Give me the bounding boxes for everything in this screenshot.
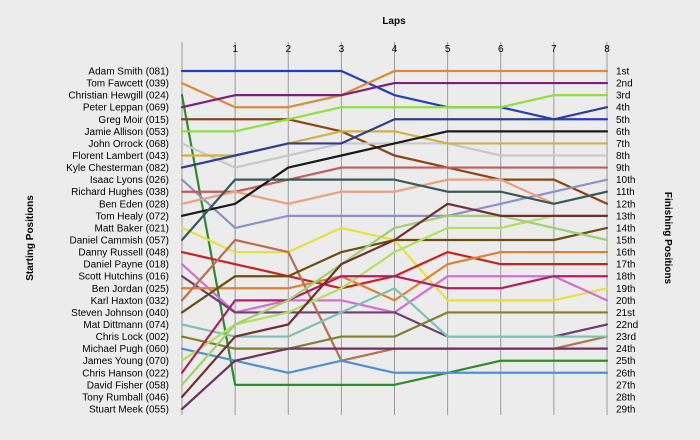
starting-position-label: Isaac Lyons (026) [90, 175, 169, 186]
finishing-position-label: 9th [616, 163, 630, 174]
finishing-position-label: 5th [616, 115, 630, 126]
series-line [180, 214, 609, 362]
series-line [180, 214, 609, 386]
finishing-position-label: 20th [616, 296, 635, 307]
finishing-position-label: 13th [616, 211, 635, 222]
finishing-position-label: 18th [616, 272, 635, 283]
x-tick-label: 1 [232, 44, 238, 55]
series-line [180, 69, 609, 121]
series-line [180, 94, 609, 386]
x-tick-label: 7 [551, 44, 557, 55]
starting-position-label: Matt Baker (021) [95, 223, 169, 234]
starting-position-label: Danny Russell (048) [78, 248, 169, 259]
starting-position-label: Chris Lock (002) [96, 332, 169, 343]
series-line [180, 287, 609, 338]
x-tick-label: 6 [498, 44, 504, 55]
finishing-position-label: 24th [616, 344, 635, 355]
starting-position-label: Stuart Meek (055) [89, 405, 169, 416]
series-line [180, 202, 609, 399]
finishing-position-label: 8th [616, 151, 630, 162]
finishing-position-label: 14th [616, 223, 635, 234]
starting-position-label: James Young (070) [83, 356, 169, 367]
finishing-position-label: 25th [616, 356, 635, 367]
x-tick-label: 4 [392, 44, 398, 55]
series-line [180, 178, 609, 205]
finishing-position-label: 1st [616, 67, 630, 78]
starting-position-label: Chris Hanson (022) [82, 368, 169, 379]
starting-position-label: Florent Lambert (043) [72, 151, 169, 162]
series-line [180, 69, 609, 109]
starting-position-label: Tom Fawcett (039) [86, 79, 169, 90]
finishing-position-labels: 1st2nd3rd4th5th6th7th8th9th10th11th12th1… [616, 67, 638, 416]
series-line [180, 166, 609, 193]
x-axis-title: Laps [382, 16, 406, 27]
series-line [180, 250, 609, 302]
series-line [180, 311, 609, 350]
starting-position-label: Tony Rumball (046) [82, 392, 169, 403]
finishing-position-label: 29th [616, 405, 635, 416]
starting-position-label: John Orrock (068) [88, 139, 169, 150]
finishing-position-label: 15th [616, 236, 635, 247]
starting-position-label: Greg Moir (015) [98, 115, 169, 126]
starting-position-label: Scott Hutchins (016) [78, 272, 169, 283]
starting-position-label: Karl Haxton (032) [91, 296, 169, 307]
starting-position-label: Adam Smith (081) [88, 67, 169, 78]
starting-position-label: Steven Johnson (040) [71, 308, 169, 319]
x-tick-label: 2 [285, 44, 291, 55]
finishing-position-label: 7th [616, 139, 630, 150]
x-tick-label: 3 [339, 44, 345, 55]
starting-position-label: Jamie Allison (053) [85, 127, 169, 138]
series-line [180, 106, 609, 169]
series-line [180, 178, 609, 242]
series-line [180, 94, 609, 133]
finishing-position-label: 17th [616, 260, 635, 271]
finishing-position-label: 16th [616, 248, 635, 259]
right-axis-title: Finishing Positions [662, 192, 673, 285]
finishing-position-label: 23rd [616, 332, 636, 343]
finishing-position-label: 2nd [616, 79, 633, 90]
starting-position-label: Ben Jordan (025) [92, 284, 169, 295]
finishing-position-label: 28th [616, 392, 635, 403]
starting-position-label: Daniel Cammish (057) [70, 236, 169, 247]
finishing-position-label: 11th [616, 187, 635, 198]
finishing-position-label: 12th [616, 199, 635, 210]
series-line [180, 275, 609, 374]
series-line [180, 118, 609, 205]
starting-position-label: Tom Healy (072) [96, 211, 169, 222]
finishing-position-label: 27th [616, 380, 635, 391]
finishing-position-label: 3rd [616, 91, 630, 102]
finishing-position-label: 22nd [616, 320, 638, 331]
starting-position-label: Richard Hughes (038) [71, 187, 169, 198]
finishing-position-label: 10th [616, 175, 635, 186]
series-line [180, 81, 609, 109]
starting-position-label: Christian Hewgill (024) [68, 91, 169, 102]
finishing-position-label: 21st [616, 308, 635, 319]
starting-position-labels: Adam Smith (081)Tom Fawcett (039)Christi… [66, 67, 169, 416]
series-line [180, 130, 609, 217]
series-lines [180, 69, 609, 411]
finishing-position-label: 6th [616, 127, 630, 138]
finishing-position-label: 26th [616, 368, 635, 379]
starting-position-label: Ben Eden (028) [99, 199, 169, 210]
starting-position-label: David Fisher (058) [87, 380, 169, 391]
finishing-position-label: 19th [616, 284, 635, 295]
x-tick-label: 5 [445, 44, 451, 55]
left-axis-title: Starting Positions [25, 195, 36, 281]
starting-position-label: Daniel Payne (018) [83, 260, 169, 271]
starting-position-label: Mat Dittmann (074) [83, 320, 169, 331]
x-tick-label: 8 [604, 44, 610, 55]
starting-position-label: Peter Leppan (069) [83, 103, 169, 114]
series-line [180, 347, 609, 411]
series-line [180, 347, 609, 374]
starting-position-label: Michael Pugh (060) [82, 344, 169, 355]
finishing-position-label: 4th [616, 103, 630, 114]
x-ticks: 1 2 3 4 5 6 7 8 [232, 44, 610, 55]
starting-position-label: Kyle Chesterman (082) [66, 163, 169, 174]
